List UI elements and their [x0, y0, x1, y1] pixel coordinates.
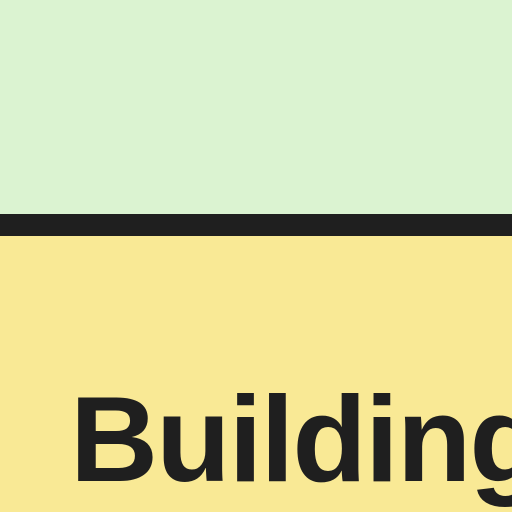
bottom-yellow-panel: Building	[0, 236, 512, 512]
top-green-panel	[0, 0, 512, 214]
building-label: Building	[70, 371, 512, 507]
black-divider-line	[0, 214, 512, 236]
